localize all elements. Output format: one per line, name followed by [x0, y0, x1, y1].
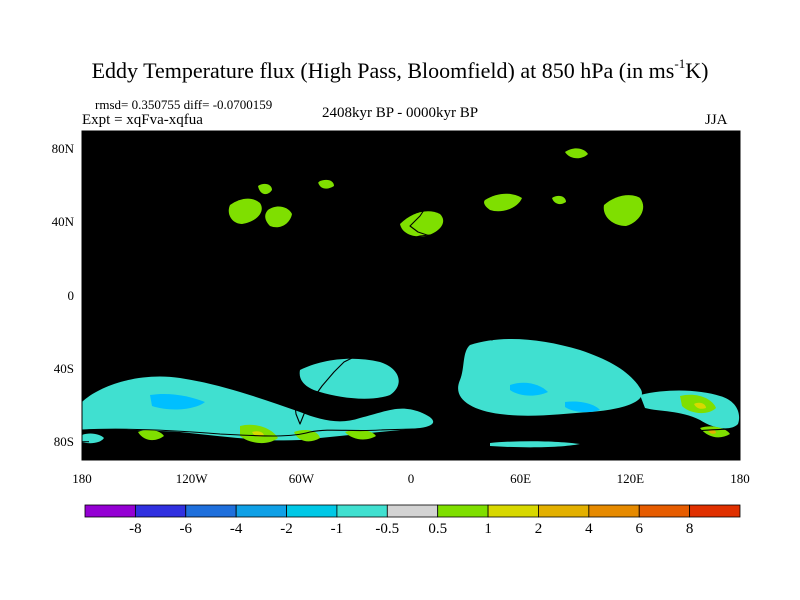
- colorbar-swatch: [235, 504, 287, 518]
- x-tick-label: 120W: [175, 471, 208, 486]
- coastline-north-america: [117, 149, 329, 309]
- colorbar-swatch: [638, 504, 691, 518]
- colorbar-tick-label: 8: [685, 521, 694, 537]
- colorbar-tick-label: 6: [635, 521, 643, 537]
- colorbar-swatch: [134, 504, 187, 518]
- coastline-new-zealand: [721, 357, 737, 383]
- anomaly-region: [82, 433, 104, 444]
- coastline-australia: [621, 313, 709, 367]
- colorbar-swatch: [487, 504, 539, 518]
- anomaly-region: [228, 198, 262, 224]
- anomaly-region: [318, 179, 334, 189]
- colorbar-tick-label: 1: [484, 521, 492, 537]
- colorbar-tick-label: 2: [534, 521, 543, 537]
- colorbar-swatch: [437, 504, 489, 518]
- colorbar-tick-label: -0.5: [375, 521, 400, 537]
- anomaly-region: [138, 429, 164, 441]
- x-tick-label: 120E: [616, 471, 645, 486]
- season-label: JJA: [705, 112, 728, 128]
- colorbar: [84, 504, 741, 518]
- coastline-greenland: [337, 145, 385, 187]
- coastlines: [82, 145, 740, 437]
- anomaly-region: [484, 193, 522, 212]
- colorbar-tick-label: -8: [129, 521, 142, 537]
- anomaly-region: [510, 382, 548, 396]
- colorbar-swatch: [689, 504, 741, 518]
- x-tick-label: 0: [407, 471, 415, 486]
- colorbar-tick-label: -4: [229, 521, 243, 537]
- x-tick-label: 60E: [510, 471, 532, 486]
- anomaly-region: [82, 376, 434, 441]
- coastline-eurasia: [409, 159, 713, 297]
- stats-label: rmsd= 0.350755 diff= -0.0700159: [95, 97, 273, 112]
- colorbar-tick-label: -1: [330, 521, 344, 537]
- colorbar-swatch: [588, 504, 640, 518]
- colorbar-swatch: [286, 504, 338, 518]
- colorbar-tick-label: 4: [585, 521, 593, 537]
- coastline-maritime: [599, 297, 687, 313]
- coastline-south-america: [287, 297, 379, 425]
- anomaly-region: [694, 402, 706, 409]
- colorbar-swatch: [185, 504, 237, 518]
- anomaly-region: [552, 195, 566, 205]
- x-tick-label: 60W: [288, 471, 314, 486]
- coastline-antarctica: [82, 427, 740, 437]
- colorbar-swatch: [386, 504, 439, 518]
- coastline-madagascar: [487, 315, 499, 341]
- y-tick-label: 40S: [53, 360, 74, 376]
- anomaly-region: [265, 206, 292, 228]
- y-axis-ticks: [82, 148, 740, 443]
- y-tick-label: 80N: [51, 141, 74, 157]
- x-tick-label: 180: [730, 471, 750, 486]
- colorbar-swatch: [336, 504, 388, 518]
- map-title: Eddy Temperature flux (High Pass, Bloomf…: [91, 56, 709, 83]
- colorbar-swatch: [538, 504, 590, 518]
- anomaly-region: [150, 393, 205, 410]
- colorbar-tick-label: 0.5: [428, 521, 448, 537]
- y-tick-label: 0: [67, 287, 75, 303]
- anomaly-region: [490, 441, 580, 448]
- coastline-africa: [395, 233, 493, 359]
- anomaly-region: [294, 430, 320, 442]
- anomaly-region: [565, 401, 600, 413]
- anomaly-region: [565, 148, 588, 159]
- anomaly-region: [603, 195, 644, 226]
- colorbar-tick-label: -6: [179, 521, 193, 537]
- anomaly-region: [299, 358, 399, 399]
- y-tick-label: 80S: [53, 433, 74, 449]
- y-tick-label: 40N: [51, 214, 74, 230]
- x-axis-ticks: [81, 131, 741, 460]
- anomaly-region: [400, 211, 444, 237]
- anomaly-region: [258, 183, 272, 195]
- anomaly-region: [458, 338, 642, 416]
- experiment-label: Expt = xqFva-xqfua: [82, 112, 203, 128]
- period-label: 2408kyr BP - 0000kyr BP: [322, 105, 479, 121]
- colorbar-tick-label: -2: [280, 521, 293, 537]
- anomaly-layer: [82, 148, 740, 448]
- x-tick-label: 180: [72, 471, 92, 486]
- anomaly-region: [345, 429, 376, 440]
- colorbar-swatch: [84, 504, 136, 518]
